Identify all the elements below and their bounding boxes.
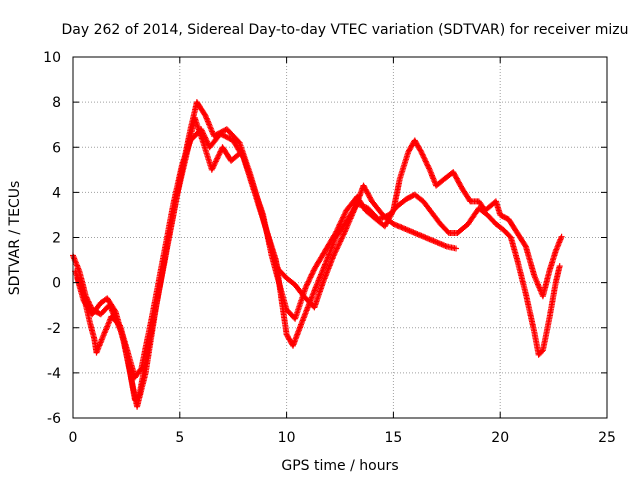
data-point — [556, 263, 563, 270]
series-2 — [72, 126, 563, 381]
axis-ticks: 0 5 10 15 20 25 -6 -4 -2 0 2 4 6 8 10 — [43, 50, 616, 446]
y-tick-label: -4 — [47, 366, 61, 382]
y-tick-label: -6 — [47, 411, 61, 427]
x-axis-label: GPS time / hours — [281, 458, 398, 474]
data-point — [111, 307, 118, 314]
data-point — [558, 233, 565, 240]
y-axis-label: SDTVAR / TECUs — [7, 181, 23, 296]
data-point — [417, 147, 424, 154]
series-3 — [74, 114, 565, 410]
data-marks — [70, 99, 565, 410]
x-tick-label: 25 — [598, 430, 616, 446]
x-tick-label: 15 — [384, 430, 402, 446]
x-tick-label: 5 — [175, 430, 184, 446]
x-tick-label: 0 — [69, 430, 78, 446]
y-tick-label: 10 — [43, 50, 61, 66]
y-tick-label: 0 — [52, 276, 61, 292]
data-point — [137, 366, 144, 373]
data-point — [201, 111, 208, 118]
data-point — [522, 242, 529, 249]
y-tick-label: 8 — [52, 95, 61, 111]
x-tick-label: 20 — [491, 430, 509, 446]
data-point — [389, 208, 396, 215]
y-tick-label: 2 — [52, 231, 61, 247]
data-point — [418, 150, 425, 157]
y-tick-label: 4 — [52, 185, 61, 201]
data-point — [453, 245, 459, 252]
y-tick-label: -2 — [47, 321, 61, 337]
chart-title: Day 262 of 2014, Sidereal Day-to-day VTE… — [62, 22, 629, 38]
y-tick-label: 6 — [52, 140, 61, 156]
x-tick-label: 10 — [278, 430, 296, 446]
